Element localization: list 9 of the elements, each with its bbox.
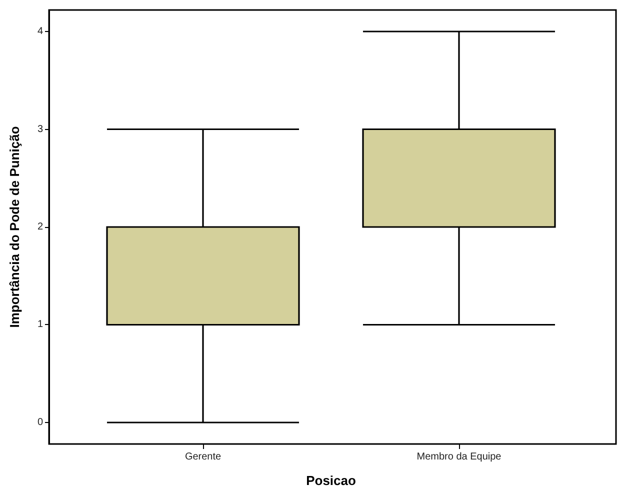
y-tick-label: 0 <box>37 416 44 428</box>
y-tick-label: 4 <box>37 26 44 38</box>
x-tick-label: Membro da Equipe <box>416 452 502 462</box>
x-axis-title: Posicao <box>306 473 356 488</box>
y-tick-label: 3 <box>37 124 44 135</box>
y-axis-title: Importância do Pode de Punição <box>7 126 22 328</box>
x-tick-label: Gerente <box>184 452 222 462</box>
y-tick-label: 2 <box>37 222 44 232</box>
y-tick-label: 1 <box>37 319 44 330</box>
